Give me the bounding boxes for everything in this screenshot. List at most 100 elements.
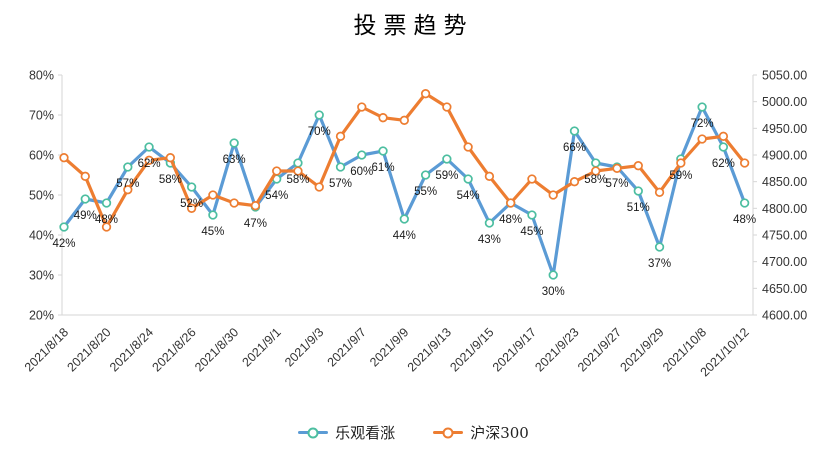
data-label: 49% (74, 210, 97, 222)
data-point-marker (718, 142, 729, 152)
right-axis-tick-label: 5050.00 (762, 69, 807, 83)
x-axis-tick-label: 2021/9/9 (367, 325, 411, 369)
data-point-marker (357, 102, 367, 112)
data-point-marker (484, 171, 495, 181)
left-axis-tick-label: 70% (29, 109, 54, 123)
data-point-marker (591, 158, 601, 168)
data-point-marker (399, 115, 409, 125)
legend-label: 沪深300 (470, 424, 529, 442)
data-label: 57% (329, 178, 352, 190)
data-label: 58% (584, 174, 607, 186)
data-point-marker (314, 182, 324, 192)
data-point-marker (123, 185, 133, 195)
data-point-marker (314, 110, 324, 120)
data-point-marker (697, 102, 707, 112)
data-point-marker (506, 198, 516, 208)
right-axis-tick-label: 4750.00 (762, 229, 807, 243)
x-axis-tick-label: 2021/9/1 (240, 325, 284, 369)
data-point-marker (484, 218, 495, 228)
data-point-marker (293, 166, 303, 176)
data-label: 57% (116, 178, 139, 190)
right-axis-tick-label: 4900.00 (762, 149, 807, 163)
data-label: 44% (393, 230, 416, 242)
data-label: 45% (520, 226, 543, 238)
data-point-marker (144, 155, 154, 165)
data-point-marker (293, 158, 303, 168)
data-point-marker (633, 186, 643, 196)
x-axis-tick-label: 2021/9/7 (325, 325, 369, 369)
data-label: 55% (414, 186, 437, 198)
data-point-marker (208, 190, 218, 200)
data-point-marker (527, 210, 537, 220)
data-point-marker (527, 174, 537, 184)
data-point-marker (378, 113, 388, 123)
left-axis-tick-label: 60% (29, 149, 54, 163)
x-axis-tick-label: 2021/9/29 (617, 325, 666, 374)
x-axis-tick-label: 2021/9/23 (532, 325, 581, 374)
data-point-marker (229, 138, 239, 148)
legend-item-csi300: 沪深300 (433, 422, 529, 443)
right-axis-tick-label: 4600.00 (762, 309, 807, 323)
x-axis-tick-label: 2021/8/18 (22, 325, 71, 374)
x-axis-tick-label: 2021/8/20 (64, 325, 113, 374)
x-axis-tick-label: 2021/9/3 (282, 325, 326, 369)
x-axis-tick-label: 2021/9/13 (405, 325, 454, 374)
data-label: 62% (138, 158, 161, 170)
data-label: 66% (563, 142, 586, 154)
right-axis-tick-label: 4650.00 (762, 282, 807, 296)
data-label: 37% (648, 258, 671, 270)
left-axis-tick-label: 40% (29, 229, 54, 243)
right-axis-tick-label: 5000.00 (762, 95, 807, 109)
data-point-marker (420, 89, 431, 99)
x-axis-tick-label: 2021/8/30 (192, 325, 241, 374)
data-point-marker (654, 187, 665, 197)
data-label: 60% (350, 166, 373, 178)
legend-marker-line-circle-icon (433, 427, 464, 438)
data-label: 59% (669, 170, 692, 182)
data-point-marker (442, 154, 452, 164)
data-label: 51% (627, 202, 650, 214)
x-axis-tick-label: 2021/9/27 (575, 325, 624, 374)
data-point-marker (463, 142, 473, 152)
data-label: 54% (265, 190, 288, 202)
data-point-marker (442, 102, 452, 112)
data-label: 70% (308, 126, 331, 138)
data-point-marker (591, 166, 601, 176)
data-point-marker (548, 190, 558, 200)
data-label: 54% (457, 190, 480, 202)
data-label: 57% (606, 178, 629, 190)
right-axis-tick-label: 4850.00 (762, 175, 807, 189)
data-point-marker (739, 158, 750, 168)
data-point-marker (612, 163, 622, 173)
data-label: 63% (223, 154, 246, 166)
data-point-marker (569, 177, 580, 187)
left-axis-tick-label: 20% (29, 309, 54, 323)
data-label: 62% (712, 158, 735, 170)
data-point-marker (654, 242, 665, 252)
data-label: 48% (733, 214, 756, 226)
x-axis-tick-label: 2021/8/24 (107, 325, 156, 374)
data-label: 59% (435, 170, 458, 182)
data-point-marker (101, 198, 112, 208)
data-point-marker (165, 153, 176, 163)
data-point-marker (59, 222, 69, 232)
x-axis-tick-label: 2021/9/17 (490, 325, 539, 374)
legend: 乐观看涨 沪深300 (0, 422, 827, 443)
data-point-marker (335, 162, 346, 172)
data-label: 30% (542, 286, 565, 298)
data-point-marker (739, 198, 750, 208)
data-point-marker (378, 146, 388, 156)
x-axis-tick-label: 2021/8/26 (150, 325, 199, 374)
data-point-marker (272, 166, 282, 176)
data-point-marker (250, 201, 261, 211)
data-point-marker (420, 170, 431, 180)
left-axis-tick-label: 30% (29, 269, 54, 283)
data-point-marker (101, 222, 112, 232)
data-label: 43% (478, 234, 501, 246)
data-point-marker (697, 134, 707, 144)
data-label: 58% (159, 174, 182, 186)
data-label: 72% (691, 118, 714, 130)
data-point-marker (59, 153, 69, 163)
data-point-marker (80, 194, 90, 204)
